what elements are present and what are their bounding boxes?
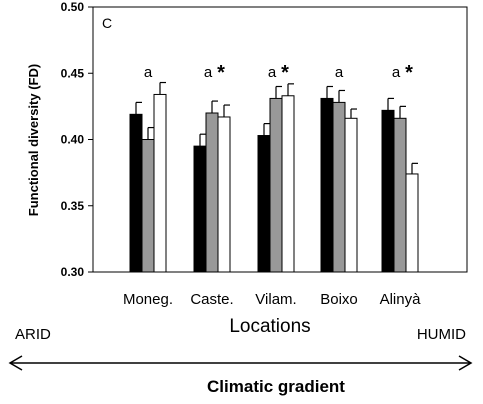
category-label: Moneg. bbox=[123, 291, 173, 308]
category-label: Boixo bbox=[320, 291, 358, 308]
panel-letter: C bbox=[102, 15, 112, 31]
bar bbox=[405, 173, 419, 273]
gradient-arrow bbox=[8, 355, 473, 371]
category-label: Alinyà bbox=[380, 291, 422, 308]
y-axis-title: Functional diversity (FD) bbox=[26, 64, 41, 216]
significance-star: * bbox=[405, 62, 413, 84]
bar bbox=[205, 112, 219, 273]
significance-letter: a bbox=[204, 64, 213, 81]
y-tick-label: 0.40 bbox=[61, 133, 85, 147]
bar bbox=[153, 93, 167, 273]
significance-letter: a bbox=[392, 64, 401, 81]
category-label: Vilam. bbox=[255, 291, 296, 308]
bar bbox=[193, 145, 207, 273]
gradient-right-label: HUMID bbox=[417, 326, 466, 343]
bar bbox=[141, 139, 155, 273]
y-tick-label: 0.50 bbox=[61, 0, 85, 14]
bar bbox=[344, 117, 358, 273]
x-axis-categories: Moneg. Caste. Vilam. Boixo Alinyà bbox=[123, 291, 421, 308]
category-label: Caste. bbox=[190, 291, 233, 308]
y-tick-label: 0.35 bbox=[61, 199, 85, 213]
bar bbox=[129, 113, 143, 273]
x-axis-title: Locations bbox=[229, 316, 310, 337]
bar bbox=[393, 117, 407, 273]
bar bbox=[332, 101, 346, 273]
gradient-left-label: ARID bbox=[15, 326, 51, 343]
bars bbox=[129, 81, 419, 273]
y-axis: 0.30 0.35 0.40 0.45 0.50 bbox=[61, 0, 93, 279]
bar bbox=[269, 97, 283, 273]
y-tick-label: 0.30 bbox=[61, 265, 85, 279]
y-tick-label: 0.45 bbox=[61, 66, 85, 80]
bar bbox=[217, 116, 231, 273]
bar bbox=[281, 95, 295, 273]
gradient-title: Climatic gradient bbox=[207, 377, 345, 396]
bar bbox=[320, 97, 334, 273]
annotations: a a * a * a a * bbox=[144, 62, 413, 84]
significance-letter: a bbox=[335, 64, 344, 81]
significance-star: * bbox=[281, 62, 289, 84]
significance-letter: a bbox=[144, 64, 153, 81]
bar bbox=[257, 135, 271, 273]
bar bbox=[381, 109, 395, 273]
significance-star: * bbox=[217, 62, 225, 84]
significance-letter: a bbox=[268, 64, 277, 81]
